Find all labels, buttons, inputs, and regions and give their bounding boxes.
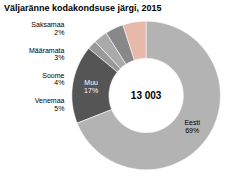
svg-text:Määramata3%: Määramata3%: [29, 46, 65, 61]
svg-text:Saksamaa2%: Saksamaa2%: [31, 21, 64, 36]
svg-text:Muu17%: Muu17%: [84, 79, 98, 94]
svg-text:13 003: 13 003: [131, 89, 162, 100]
html-text:Väljaränne kodakondsuse järgi,: Väljaränne kodakondsuse järgi, 2015: [4, 3, 162, 13]
svg-text:Soome4%: Soome4%: [42, 72, 64, 87]
svg-text:Venemaa5%: Venemaa5%: [35, 97, 65, 112]
svg-text:Eesti69%: Eesti69%: [184, 119, 200, 134]
